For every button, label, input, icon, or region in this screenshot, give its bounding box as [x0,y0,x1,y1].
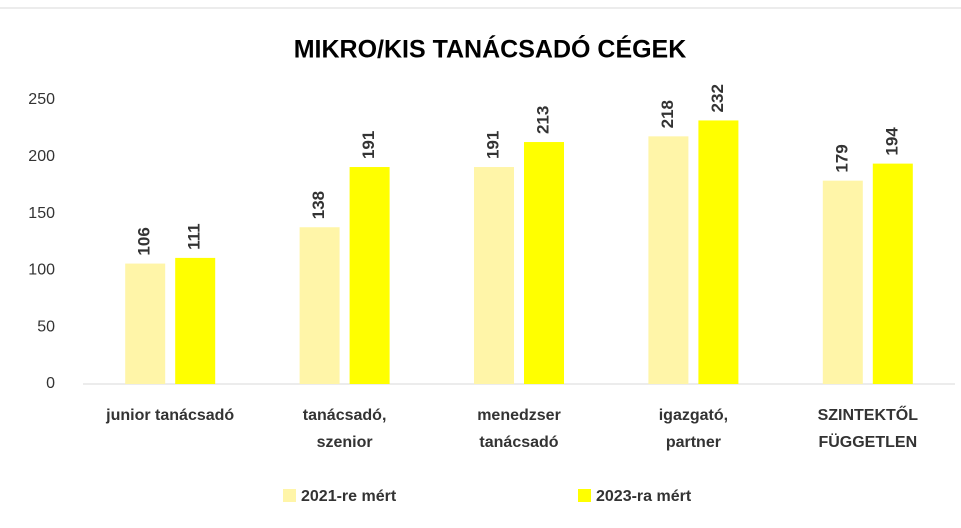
bar [349,167,390,384]
value-label: 111 [185,223,204,250]
value-label: 213 [533,106,552,134]
y-tick-label: 200 [28,148,55,165]
y-tick-label: 100 [28,262,55,279]
bar [822,180,863,384]
y-tick-label: 150 [28,205,55,222]
bar [299,227,340,384]
x-tick-label: tanácsadó, [303,407,387,424]
bar [872,163,913,384]
x-tick-label: szenior [317,434,373,451]
value-label: 179 [832,144,851,172]
value-label: 191 [483,131,502,159]
bar [698,120,739,384]
legend-label: 2023-ra mért [596,488,692,505]
bar [125,263,166,384]
legend-swatch [283,489,296,502]
legend-label: 2021-re mért [301,488,397,505]
y-tick-label: 250 [28,91,55,108]
x-tick-label: FÜGGETLEN [818,432,917,451]
value-label: 106 [135,227,154,255]
bar [474,167,514,384]
legend-swatch [578,489,591,502]
value-label: 191 [359,131,378,159]
x-tick-label: igazgató, [659,407,728,424]
bar [175,257,216,384]
y-tick-label: 50 [37,318,55,335]
bar [524,142,564,384]
x-tick-label: partner [666,434,721,451]
x-tick-label: menedzser [477,407,561,424]
x-tick-label: tanácsadó [479,434,558,451]
x-tick-label: SZINTEKTŐL [818,405,919,424]
chart-title: MIKRO/KIS TANÁCSADÓ CÉGEK [294,34,687,64]
y-tick-label: 0 [46,375,55,392]
value-label: 194 [882,127,901,156]
value-label: 218 [658,100,677,128]
value-label: 232 [708,84,727,112]
x-tick-label: junior tanácsadó [105,407,234,424]
value-label: 138 [309,191,328,219]
bar [648,136,689,384]
